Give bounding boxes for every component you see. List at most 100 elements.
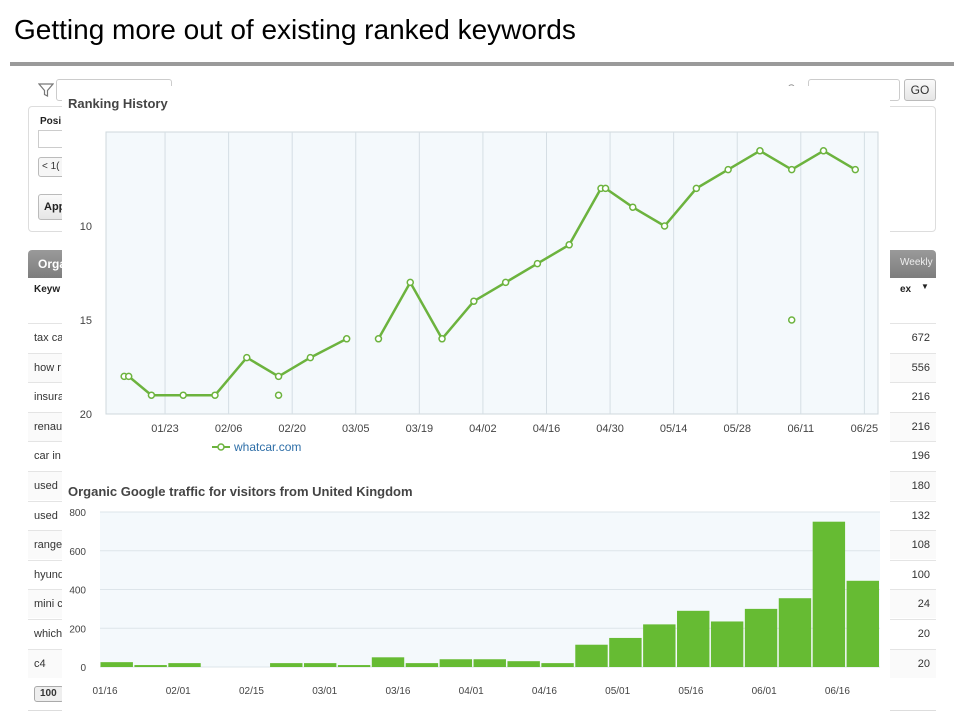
traffic-bar: [710, 621, 744, 667]
traffic-bar: [507, 661, 540, 667]
ranking-point: [724, 165, 732, 174]
traffic-bar: [643, 624, 676, 667]
slide-title: Getting more out of existing ranked keyw…: [14, 14, 576, 45]
ranking-x-tick: 06/11: [787, 423, 814, 435]
index-cell: 216: [911, 420, 930, 433]
index-cell: 196: [911, 450, 930, 463]
ranking-point: [787, 165, 796, 174]
traffic-bar: [677, 610, 710, 667]
index-cell: 24: [917, 598, 930, 611]
index-cell: 20: [917, 628, 930, 640]
ranking-point: [819, 147, 828, 155]
keyword-cell: how r: [34, 361, 61, 374]
ranking-point: [660, 222, 669, 230]
traffic-bar: [270, 663, 303, 667]
keyword-cell: c4: [34, 657, 46, 670]
ranking-point: [470, 297, 478, 305]
traffic-x-tick: 05/16: [678, 686, 703, 697]
keyword-cell: which: [34, 628, 63, 640]
ranking-y-tick: 20: [80, 409, 92, 421]
ranking-point: [124, 372, 133, 381]
traffic-x-tick: 04/01: [459, 686, 484, 697]
traffic-y-tick: 200: [69, 624, 86, 635]
ranking-point: [629, 203, 637, 211]
traffic-bar: [371, 657, 405, 667]
ranking-point: [274, 372, 283, 381]
go-button[interactable]: GO: [904, 79, 936, 101]
position-select[interactable]: < 1(: [38, 157, 68, 177]
ranking-x-tick: 02/06: [215, 423, 243, 435]
ranking-point: [851, 165, 860, 174]
ranking-x-tick: 05/14: [660, 423, 688, 435]
title-divider: [10, 62, 954, 66]
index-cell: 556: [911, 361, 930, 374]
traffic-y-tick: 0: [80, 663, 86, 674]
ranking-point: [438, 335, 446, 343]
keyword-cell: insura: [34, 391, 64, 404]
ranking-x-tick: 04/16: [533, 423, 561, 435]
traffic-bar: [846, 580, 879, 667]
traffic-bar: [575, 644, 608, 667]
index-cell: 216: [911, 391, 930, 404]
traffic-bar: [439, 659, 473, 667]
ranking-point: [147, 391, 156, 399]
keyword-cell: mini c: [34, 598, 63, 611]
table-title: Orga: [38, 257, 67, 271]
weekly-toggle[interactable]: Weekly: [900, 257, 933, 268]
filter-icon[interactable]: [38, 82, 54, 98]
traffic-bar: [778, 598, 812, 667]
ranking-x-tick: 03/19: [406, 423, 434, 435]
traffic-bar: [100, 662, 133, 667]
traffic-bar: [609, 637, 642, 667]
traffic-bar: [168, 663, 201, 667]
ranking-y-tick: 15: [80, 315, 92, 327]
traffic-x-tick: 06/16: [825, 686, 850, 697]
traffic-bar: [744, 608, 778, 667]
ranking-point: [211, 391, 219, 399]
ranking-y-tick: 10: [80, 221, 92, 233]
sort-desc-icon[interactable]: ▼: [921, 282, 929, 291]
traffic-y-tick: 800: [69, 508, 86, 519]
ranking-point: [565, 241, 573, 249]
keyword-cell: hyund: [34, 568, 64, 581]
index-cell: 672: [911, 332, 930, 344]
keyword-cell: used: [34, 480, 58, 492]
ranking-plot-area: [105, 131, 879, 415]
index-cell: 100: [911, 568, 930, 581]
column-header-keyword[interactable]: Keyw: [34, 284, 61, 295]
traffic-chart-title: Organic Google traffic for visitors from…: [68, 484, 413, 499]
keyword-cell: tax ca: [34, 332, 64, 344]
index-cell: 180: [911, 480, 930, 492]
column-header-index[interactable]: ex: [900, 284, 912, 295]
traffic-x-tick: 03/01: [312, 686, 337, 697]
traffic-bar: [473, 659, 506, 667]
ranking-x-tick: 06/25: [851, 423, 879, 435]
ranking-x-tick: 05/28: [723, 423, 751, 435]
ranking-point: [787, 316, 796, 324]
ranking-point: [533, 259, 542, 268]
traffic-x-tick: 06/01: [752, 686, 777, 697]
index-cell: 20: [917, 657, 930, 670]
ranking-x-tick: 04/02: [469, 423, 497, 435]
traffic-x-tick: 01/16: [92, 686, 117, 697]
legend-marker: [217, 443, 225, 451]
ranking-point: [306, 353, 315, 362]
ranking-point: [374, 335, 383, 343]
traffic-bar: [405, 663, 439, 667]
keyword-cell: used: [34, 509, 58, 522]
ranking-point: [601, 184, 610, 193]
ranking-point: [406, 278, 415, 287]
ranking-x-tick: 03/05: [342, 423, 370, 435]
traffic-bar: [541, 663, 574, 667]
traffic-bar: [812, 521, 846, 667]
traffic-bar: [337, 665, 371, 667]
ranking-x-tick: 04/30: [596, 423, 624, 435]
traffic-bar: [303, 663, 337, 667]
ranking-history-chart: 01/23 02/06 02/20 03/05 03/19 04/02 04/16 04/30…: [80, 131, 879, 454]
traffic-x-tick: 02/15: [239, 686, 264, 697]
organic-traffic-chart: 0 200 400 600 800 01/16 02/01 02/15 03/01 03/16 04…: [69, 508, 880, 697]
ranking-point: [501, 278, 510, 287]
keyword-cell: range: [34, 539, 63, 552]
page-size-select[interactable]: 100: [34, 686, 64, 702]
position-label: Posi: [40, 116, 62, 127]
